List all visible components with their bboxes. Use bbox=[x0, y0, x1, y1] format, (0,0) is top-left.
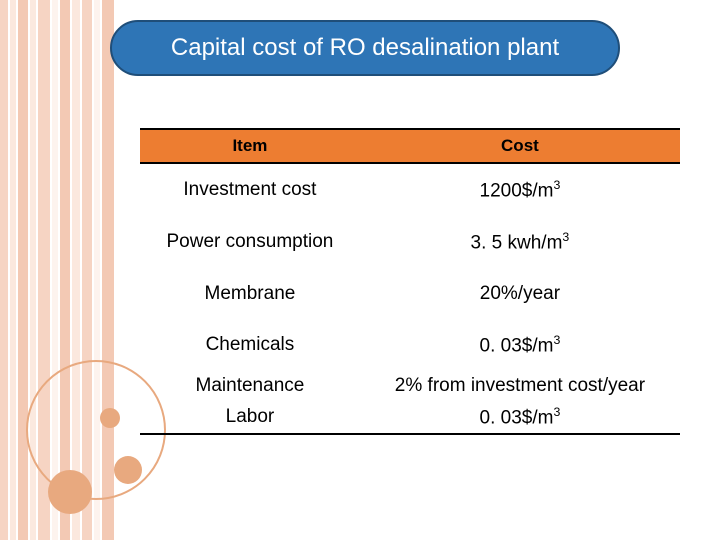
table-row: Maintenance 2% from investment cost/year bbox=[140, 371, 680, 401]
cell-item: Membrane bbox=[140, 269, 360, 319]
slide-title-text: Capital cost of RO desalination plant bbox=[171, 34, 559, 62]
table-row: Labor0. 03$/m3 bbox=[140, 401, 680, 434]
decorative-circle bbox=[100, 408, 120, 428]
table-row: Chemicals0. 03$/m3 bbox=[140, 319, 680, 371]
cell-item: Investment cost bbox=[140, 163, 360, 216]
cell-cost: 3. 5 kwh/m3 bbox=[360, 216, 680, 268]
background-stripe bbox=[18, 0, 28, 540]
cost-value: 3. 5 kwh/m bbox=[471, 233, 563, 254]
cost-superscript: 3 bbox=[562, 230, 569, 244]
decorative-circle bbox=[48, 470, 92, 514]
cost-table: ItemCost Investment cost1200$/m3Power co… bbox=[140, 128, 680, 435]
cell-item: Chemicals bbox=[140, 319, 360, 371]
cost-superscript: 3 bbox=[553, 405, 560, 419]
col-header-cost: Cost bbox=[360, 129, 680, 163]
cell-cost: 0. 03$/m3 bbox=[360, 401, 680, 434]
cell-cost: 20%/year bbox=[360, 269, 680, 319]
decorative-circle bbox=[114, 456, 142, 484]
col-header-item: Item bbox=[140, 129, 360, 163]
cost-value: 0. 03$/m bbox=[480, 407, 554, 428]
cell-item: Labor bbox=[140, 401, 360, 434]
cost-value: 20%/year bbox=[480, 283, 560, 304]
cell-cost: 0. 03$/m3 bbox=[360, 319, 680, 371]
cost-superscript: 3 bbox=[553, 333, 560, 347]
cost-superscript: 3 bbox=[553, 178, 560, 192]
background-stripe bbox=[0, 0, 8, 540]
table-header-row: ItemCost bbox=[140, 129, 680, 163]
background-stripe bbox=[10, 0, 16, 540]
cell-item: Power consumption bbox=[140, 216, 360, 268]
cell-cost: 2% from investment cost/year bbox=[360, 371, 680, 401]
table-row: Investment cost1200$/m3 bbox=[140, 163, 680, 216]
table-row: Membrane 20%/year bbox=[140, 269, 680, 319]
table-row: Power consumption3. 5 kwh/m3 bbox=[140, 216, 680, 268]
slide-title-pill: Capital cost of RO desalination plant bbox=[110, 20, 620, 76]
cost-table-container: ItemCost Investment cost1200$/m3Power co… bbox=[140, 128, 680, 435]
cost-value: 2% from investment cost/year bbox=[395, 375, 645, 396]
cell-item: Maintenance bbox=[140, 371, 360, 401]
cell-cost: 1200$/m3 bbox=[360, 163, 680, 216]
cost-value: 0. 03$/m bbox=[480, 335, 554, 356]
cost-value: 1200$/m bbox=[480, 180, 554, 201]
